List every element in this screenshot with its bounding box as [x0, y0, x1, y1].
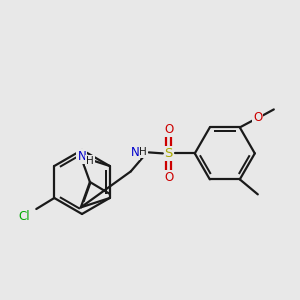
Text: O: O [164, 123, 173, 136]
Text: H: H [86, 156, 94, 166]
Text: Cl: Cl [19, 209, 30, 223]
Text: N: N [77, 150, 86, 163]
Text: S: S [165, 147, 173, 160]
Text: N: N [130, 146, 139, 159]
Text: O: O [253, 111, 262, 124]
Text: O: O [164, 171, 173, 184]
Text: H: H [139, 147, 147, 158]
